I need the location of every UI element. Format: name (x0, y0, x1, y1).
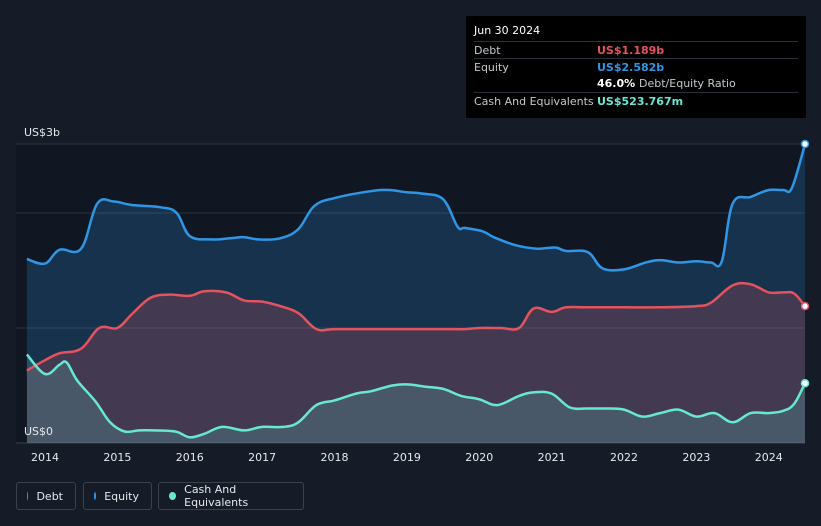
cash-end-marker (800, 378, 810, 388)
equity-line (26, 143, 807, 272)
legend-item-debt[interactable]: Debt (16, 482, 76, 510)
cash-legend-dot-icon (169, 492, 177, 500)
tooltip-equity-row: Equity US$2.582b (474, 58, 798, 75)
tooltip-date: Jun 30 2024 (474, 24, 541, 37)
x-tick-label: 2017 (248, 451, 276, 464)
cash-area (26, 354, 805, 443)
y-tick-label: US$0 (24, 425, 53, 438)
tooltip-cash-row: Cash And Equivalents US$523.767m (474, 92, 798, 109)
plot-area (16, 144, 805, 443)
x-tick-label: 2014 (31, 451, 59, 464)
legend-debt-label: Debt (36, 489, 63, 503)
x-tick-label: 2019 (393, 451, 421, 464)
x-tick-label: 2023 (682, 451, 710, 464)
debt-area (26, 283, 805, 443)
cash-line (25, 353, 807, 439)
legend-item-cash[interactable]: Cash And Equivalents (158, 482, 304, 510)
tooltip-ratio-row: 46.0% Debt/Equity Ratio (474, 75, 798, 91)
equity-end-marker (800, 139, 810, 149)
y-tick-label: US$3b (24, 126, 60, 139)
legend-cash-label: Cash And Equivalents (184, 483, 249, 509)
x-tick-label: 2016 (176, 451, 204, 464)
tooltip-panel: Jun 30 2024 Debt US$1.189b Equity US$2.5… (466, 16, 806, 118)
tooltip-cash-value: US$523.767m (597, 95, 684, 108)
legend-equity-label: Equity (104, 489, 139, 503)
equity-area (26, 144, 805, 443)
tooltip-debt-value: US$1.189b (597, 44, 665, 57)
tooltip-ratio-text: 46.0% Debt/Equity Ratio (597, 77, 736, 90)
x-tick-label: 2020 (465, 451, 493, 464)
tooltip-ratio-label: Debt/Equity Ratio (639, 77, 736, 90)
x-tick-label: 2018 (320, 451, 348, 464)
legend-item-equity[interactable]: Equity (83, 482, 152, 510)
x-tick-label: 2024 (755, 451, 783, 464)
tooltip-equity-value: US$2.582b (597, 61, 665, 74)
tooltip-debt-row: Debt US$1.189b (474, 41, 798, 58)
x-tick-label: 2021 (538, 451, 566, 464)
equity-legend-dot-icon (94, 492, 97, 500)
debt-line (26, 281, 806, 372)
x-tick-label: 2015 (103, 451, 131, 464)
tooltip-equity-label: Equity (474, 61, 509, 74)
tooltip-cash-label: Cash And Equivalents (474, 95, 594, 108)
tooltip-ratio-value: 46.0% (597, 77, 636, 90)
x-tick-label: 2022 (610, 451, 638, 464)
debt-end-marker (800, 301, 810, 311)
debt-legend-dot-icon (27, 492, 29, 500)
tooltip-debt-label: Debt (474, 44, 501, 57)
